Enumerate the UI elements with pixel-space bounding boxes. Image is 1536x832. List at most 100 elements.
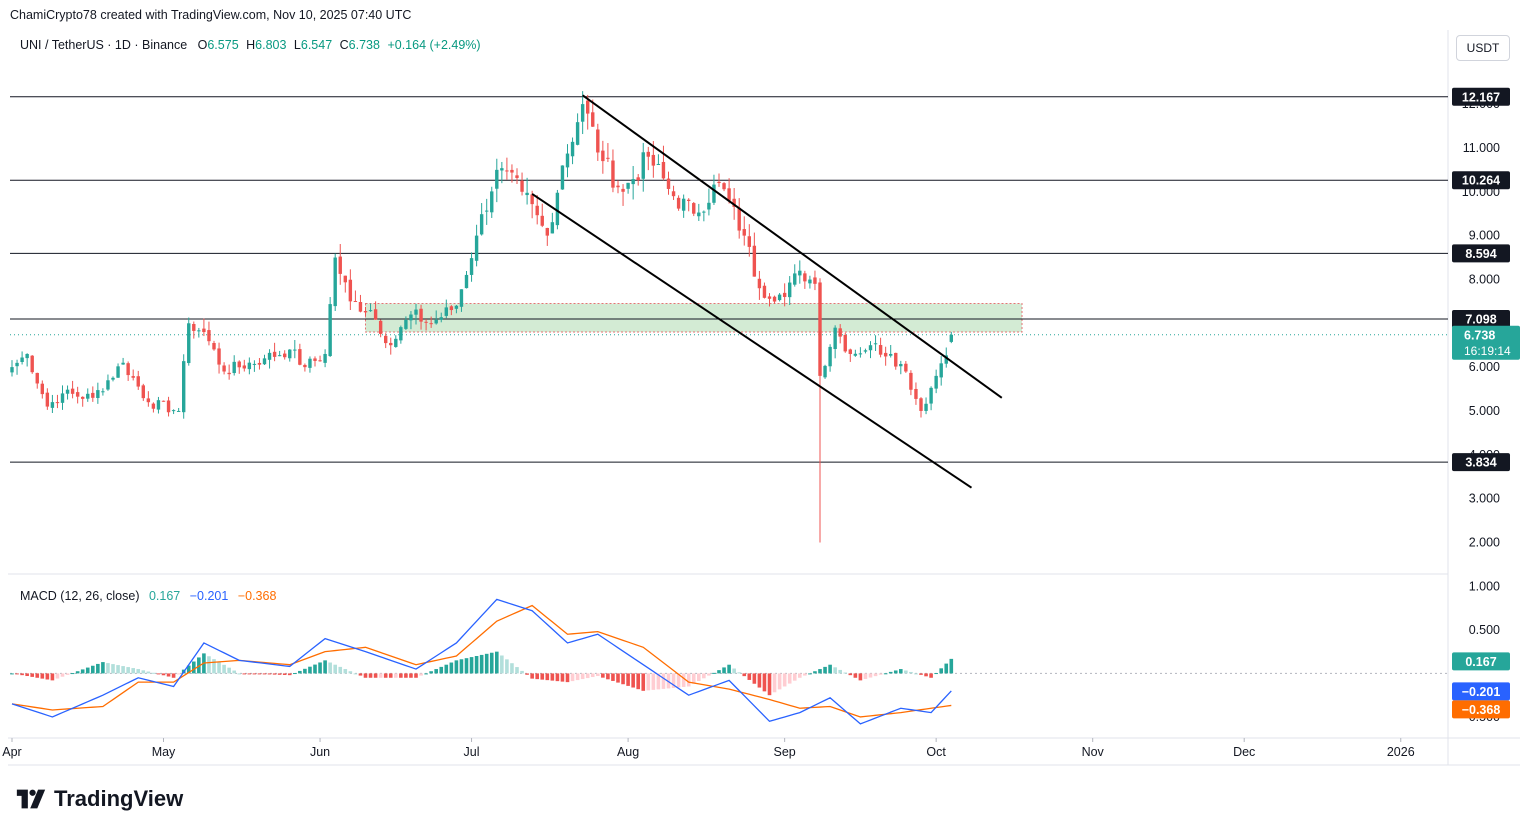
macd-hist-bar bbox=[530, 673, 534, 679]
macd-hist-bar bbox=[126, 667, 130, 674]
candle-body bbox=[217, 348, 221, 365]
candle-body bbox=[277, 355, 282, 357]
candle-body bbox=[601, 150, 605, 162]
candle-body bbox=[424, 321, 428, 323]
macd-title[interactable]: MACD (12, 26, close) bbox=[20, 589, 140, 603]
time-tick-label: Sep bbox=[774, 745, 796, 759]
macd-hist-bar bbox=[308, 666, 312, 674]
symbol-legend: UNI / TetherUS · 1D · Binance O6.575 H6.… bbox=[20, 38, 485, 52]
macd-tick-label: 1.000 bbox=[1469, 579, 1500, 593]
candle-body bbox=[449, 306, 454, 311]
macd-hist-bar bbox=[737, 672, 741, 674]
time-tick-label: Jun bbox=[310, 745, 330, 759]
candle-body bbox=[853, 353, 858, 356]
candle-body bbox=[762, 285, 767, 298]
macd-hist-bar bbox=[449, 662, 454, 674]
candle-body bbox=[883, 352, 888, 357]
candle-body bbox=[687, 199, 691, 201]
time-tick-label: Nov bbox=[1082, 745, 1105, 759]
macd-hist-bar bbox=[378, 673, 383, 678]
candle-body bbox=[414, 309, 418, 315]
candle-body bbox=[399, 327, 403, 341]
candle-body bbox=[25, 353, 29, 359]
macd-hist-bar bbox=[843, 672, 848, 674]
macd-hist-bar bbox=[257, 673, 262, 675]
candle-body bbox=[767, 296, 772, 299]
macd-hist-bar bbox=[914, 673, 918, 675]
macd-hist-bar bbox=[949, 658, 954, 674]
macd-hist-bar bbox=[25, 673, 29, 677]
macd-line-value: −0.201 bbox=[189, 589, 229, 603]
candle-body bbox=[722, 183, 726, 190]
low-value: 6.547 bbox=[300, 38, 333, 52]
candle-body bbox=[525, 192, 529, 196]
candle-body bbox=[429, 323, 433, 325]
time-tick-label: Jul bbox=[464, 745, 480, 759]
candle-body bbox=[293, 349, 297, 351]
level-badge-label: 7.098 bbox=[1465, 312, 1496, 326]
candle-body bbox=[212, 342, 216, 350]
candle-body bbox=[929, 387, 933, 404]
symbol-pair[interactable]: UNI / TetherUS · 1D · Binance bbox=[20, 38, 188, 52]
candle-body bbox=[611, 160, 615, 188]
macd-hist-bar bbox=[823, 666, 827, 674]
candle-body bbox=[126, 363, 130, 376]
candle-body bbox=[555, 192, 560, 226]
macd-hist-bar bbox=[934, 673, 938, 675]
candle-body bbox=[136, 376, 140, 387]
candle-body bbox=[262, 358, 267, 365]
candle-body bbox=[192, 324, 196, 331]
candle-body bbox=[833, 327, 837, 350]
tradingview-logo[interactable]: TradingView bbox=[14, 786, 183, 812]
macd-hist-bar bbox=[878, 673, 883, 675]
macd-hist-bar bbox=[439, 666, 444, 674]
candle-body bbox=[404, 319, 408, 329]
macd-hist-bar bbox=[55, 673, 60, 679]
macd-hist-bar bbox=[757, 673, 762, 688]
macd-hist-bar bbox=[616, 673, 620, 683]
candle-body bbox=[81, 396, 85, 399]
price-tick-label: 3.000 bbox=[1469, 492, 1500, 506]
candle-body bbox=[40, 383, 44, 395]
macd-hist-bar bbox=[50, 673, 55, 681]
candle-body bbox=[681, 198, 686, 211]
grid-layer bbox=[8, 30, 1520, 766]
candle-body bbox=[848, 349, 852, 354]
macd-hist-bar bbox=[333, 664, 337, 674]
close-value: 6.738 bbox=[348, 38, 380, 52]
macd-hist-bar bbox=[328, 662, 332, 674]
macd-hist-bar bbox=[414, 673, 418, 678]
macd-hist-bar bbox=[727, 664, 731, 674]
macd-badge-label: −0.368 bbox=[1462, 703, 1501, 717]
candle-body bbox=[419, 308, 423, 322]
candle-body bbox=[772, 296, 777, 302]
candle-body bbox=[782, 292, 787, 297]
macd-hist-bar bbox=[459, 659, 464, 674]
macd-hist-bar bbox=[419, 673, 423, 676]
currency-button[interactable]: USDT bbox=[1456, 35, 1510, 61]
macd-hist-bar bbox=[282, 673, 287, 675]
macd-hist-bar bbox=[207, 656, 211, 674]
time-tick-label: Aug bbox=[617, 745, 639, 759]
macd-hist-bar bbox=[873, 673, 878, 677]
macd-layer bbox=[10, 598, 1448, 725]
macd-hist-bar bbox=[454, 660, 459, 674]
candle-body bbox=[91, 392, 95, 398]
candle-body bbox=[545, 227, 549, 236]
candle-body bbox=[65, 389, 70, 394]
macd-hist-bar bbox=[904, 670, 908, 674]
macd-hist-bar bbox=[611, 673, 615, 681]
candle-body bbox=[530, 194, 534, 205]
candle-body bbox=[303, 364, 307, 368]
macd-hist-bar bbox=[606, 673, 610, 680]
candle-body bbox=[60, 393, 65, 403]
macd-hist-bar bbox=[85, 667, 90, 674]
tradingview-logo-icon bbox=[16, 789, 46, 809]
macd-hist-bar bbox=[40, 673, 45, 679]
candle-body bbox=[55, 402, 60, 404]
level-badge bbox=[1452, 453, 1510, 472]
candle-body bbox=[707, 202, 711, 210]
level-badge bbox=[1452, 244, 1510, 263]
macd-hist-bar bbox=[166, 673, 171, 677]
